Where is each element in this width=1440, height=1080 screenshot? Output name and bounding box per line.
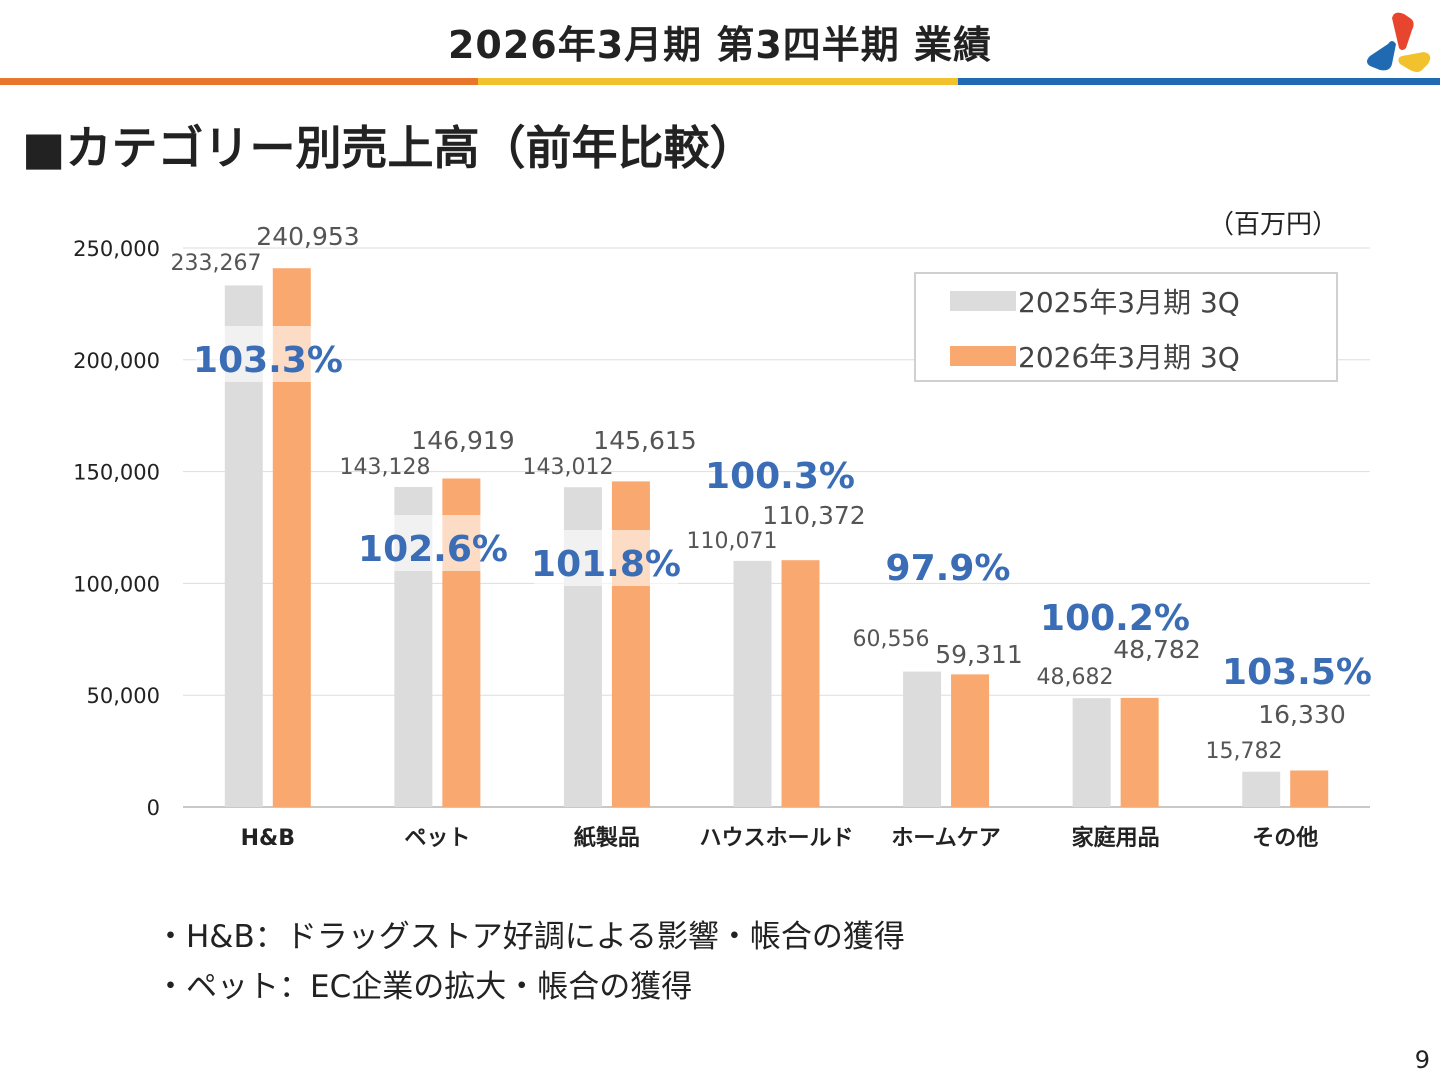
bullet-list: ・H&B：ドラッグストア好調による影響・帳合の獲得 ・ペット：EC企業の拡大・帳… xyxy=(155,912,905,1012)
section-title: ■カテゴリー別売上高（前年比較） xyxy=(22,121,756,175)
yoy-label: 101.8% xyxy=(531,544,681,585)
data-label: 15,782 xyxy=(1206,739,1283,764)
yoy-label: 103.5% xyxy=(1222,652,1372,693)
bullet-item: ・H&B：ドラッグストア好調による影響・帳合の獲得 xyxy=(155,919,905,955)
x-tick-label: 紙製品 xyxy=(574,825,640,851)
data-label: 143,012 xyxy=(523,455,614,480)
company-logo-icon xyxy=(1367,12,1431,72)
yoy-label-bg xyxy=(361,515,505,571)
data-label: 48,782 xyxy=(1113,635,1200,664)
x-tick-label: ハウスホールド xyxy=(699,826,853,851)
yoy-label: 97.9% xyxy=(886,548,1011,589)
data-label: 59,311 xyxy=(935,640,1022,669)
y-tick-label: 50,000 xyxy=(87,684,160,708)
unit-label: （百万円） xyxy=(1208,210,1339,240)
y-tick-label: 250,000 xyxy=(73,237,160,261)
bar-2026 xyxy=(1120,697,1159,807)
bar-2026 xyxy=(781,560,820,807)
y-tick-label: 0 xyxy=(147,796,160,820)
legend-label: 2026年3月期 3Q xyxy=(1018,341,1240,374)
yoy-label: 100.2% xyxy=(1040,598,1190,639)
legend-swatch xyxy=(950,291,1016,311)
data-label: 60,556 xyxy=(853,627,930,652)
yoy-label-bg xyxy=(534,530,678,586)
bullet-item: ・ペット：EC企業の拡大・帳合の獲得 xyxy=(155,969,693,1005)
bar-2025 xyxy=(733,560,772,807)
data-label: 16,330 xyxy=(1258,700,1345,729)
bar-2025 xyxy=(903,671,942,807)
data-label: 240,953 xyxy=(256,222,359,251)
x-tick-label: その他 xyxy=(1252,826,1318,851)
y-tick-label: 200,000 xyxy=(73,349,160,373)
bar-2026 xyxy=(1290,770,1329,807)
header-stripe-yellow xyxy=(478,78,958,85)
page-number: 9 xyxy=(1414,1046,1430,1074)
slide-header-title: 2026年3月期 第3四半期 業績 xyxy=(447,23,993,67)
bar-2025 xyxy=(1242,771,1281,807)
x-tick-label: H&B xyxy=(241,826,295,851)
header-stripe-blue xyxy=(958,78,1440,85)
y-tick-label: 150,000 xyxy=(73,461,160,485)
data-label: 145,615 xyxy=(593,426,696,455)
legend-swatch xyxy=(950,346,1016,366)
legend-label: 2025年3月期 3Q xyxy=(1018,286,1240,319)
yoy-label-bg xyxy=(196,326,340,382)
header-stripe-orange xyxy=(0,78,478,85)
data-label: 110,372 xyxy=(762,501,865,530)
data-label: 233,267 xyxy=(171,251,262,276)
y-tick-label: 100,000 xyxy=(73,572,160,596)
yoy-label: 100.3% xyxy=(705,456,855,497)
x-tick-label: ホームケア xyxy=(891,826,1000,851)
yoy-label: 102.6% xyxy=(358,529,508,570)
bar-chart: 0 50,000 100,000 150,000 200,000 250,000 233,2… xyxy=(73,222,1372,851)
bar-2026 xyxy=(951,674,990,807)
data-label: 110,071 xyxy=(687,529,778,554)
x-tick-label: 家庭用品 xyxy=(1072,825,1160,851)
yoy-label: 103.3% xyxy=(193,340,343,381)
x-tick-label: ペット xyxy=(404,826,470,851)
bar-2025 xyxy=(1072,698,1111,807)
data-label: 146,919 xyxy=(411,426,514,455)
data-label: 48,682 xyxy=(1037,665,1114,690)
data-label: 143,128 xyxy=(340,455,431,480)
